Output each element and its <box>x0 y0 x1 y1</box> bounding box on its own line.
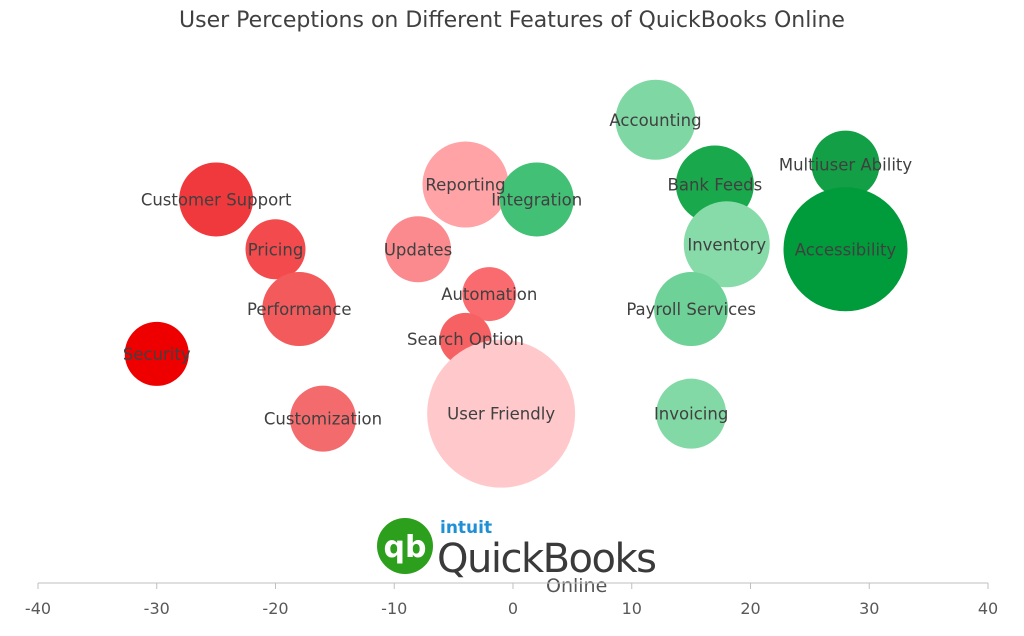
labels-layer: Customer Support Pricing Performance Securi… <box>123 111 913 429</box>
x-tick-label: -30 <box>144 599 170 618</box>
x-tick-label: 40 <box>978 599 998 618</box>
bubbles-layer <box>124 79 908 488</box>
bubble-reporting <box>422 141 509 228</box>
x-tick-label: 10 <box>622 599 642 618</box>
bubble-label-invoicing: Invoicing <box>654 405 728 424</box>
bubble-security <box>124 321 189 386</box>
x-tick-label: -40 <box>25 599 51 618</box>
logo-online-text: Online <box>546 575 607 597</box>
x-tick-label: -10 <box>381 599 407 618</box>
bubble-label-automation: Automation <box>441 285 537 304</box>
bubble-customization <box>290 385 356 452</box>
bubble-integration <box>499 162 574 237</box>
bubble-pricing <box>245 219 306 280</box>
bubble-label-inventory: Inventory <box>687 235 766 254</box>
bubble-payroll-services <box>654 272 729 347</box>
bubble-label-security: Security <box>123 345 191 364</box>
bubble-label-accessibility: Accessibility <box>795 240 897 259</box>
x-tick-label: 20 <box>740 599 760 618</box>
bubble-updates <box>385 216 451 283</box>
bubble-label-customer-support: Customer Support <box>141 190 292 209</box>
bubble-label-accounting: Accounting <box>609 111 701 130</box>
bubble-accessibility <box>783 187 908 312</box>
bubble-label-search-option: Search Option <box>407 330 524 349</box>
quickbooks-logo: qb intuit QuickBooks Online <box>377 518 657 597</box>
bubble-customer-support <box>179 162 254 237</box>
bubble-label-user-friendly: User Friendly <box>447 405 555 424</box>
bubble-label-updates: Updates <box>384 240 452 259</box>
bubble-performance <box>262 272 337 347</box>
bubble-multiuser-ability <box>811 130 880 199</box>
bubble-user-friendly <box>427 339 576 488</box>
x-tick-label: 30 <box>859 599 879 618</box>
bubble-label-reporting: Reporting <box>425 176 505 195</box>
bubble-label-payroll-services: Payroll Services <box>626 300 756 319</box>
bubble-accounting <box>615 79 696 160</box>
logo-circle-icon <box>377 518 433 574</box>
bubble-label-performance: Performance <box>247 300 352 319</box>
bubble-label-pricing: Pricing <box>248 240 304 259</box>
bubble-label-bank-feeds: Bank Feeds <box>668 176 763 195</box>
bubble-label-integration: Integration <box>491 190 582 209</box>
logo-intuit-text: intuit <box>440 518 492 538</box>
logo-quickbooks-text: QuickBooks <box>437 536 656 582</box>
bubble-automation <box>462 267 517 322</box>
logo-mark: qb <box>384 530 427 565</box>
bubble-inventory <box>683 201 770 288</box>
chart-title: User Perceptions on Different Features o… <box>179 8 845 33</box>
x-axis: -40 -30 -20 -10 0 10 20 30 40 <box>25 582 998 618</box>
x-tick-label: 0 <box>508 599 518 618</box>
x-tick-label: -20 <box>262 599 288 618</box>
bubble-invoicing <box>656 378 727 449</box>
bubble-label-multiuser-ability: Multiuser Ability <box>779 156 913 175</box>
bubble-label-customization: Customization <box>264 410 382 429</box>
